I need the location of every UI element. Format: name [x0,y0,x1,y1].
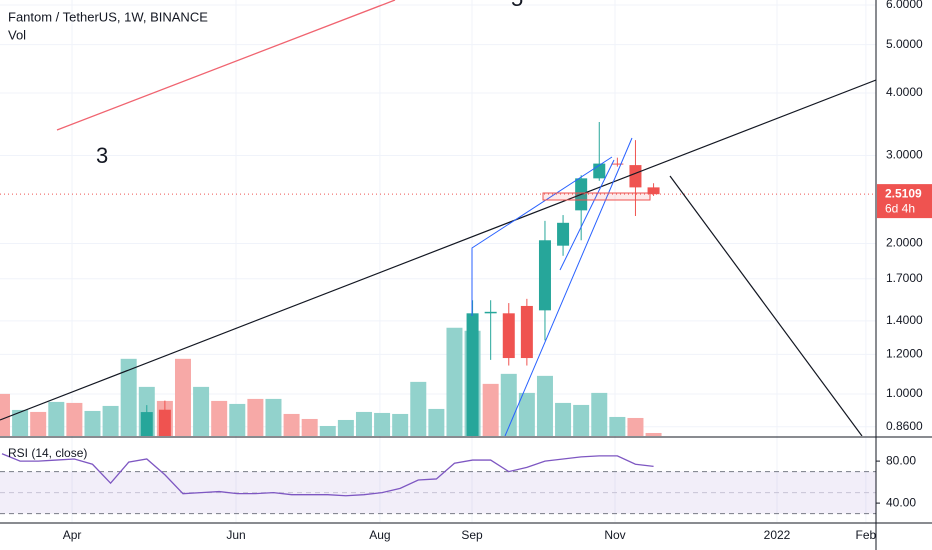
candle-body [502,313,515,359]
volume-bar [30,411,47,436]
volume-bar [645,432,662,436]
rsi-line [1,453,654,497]
volume-bar [555,402,572,436]
volume-bar [392,413,409,436]
x-tick-label: 2022 [764,528,791,542]
volume-bar [102,405,119,436]
rsi-pane [0,453,880,515]
volume-bar [627,417,644,436]
rsi-label: RSI (14, close) [8,446,87,460]
volume-bar [247,398,264,436]
y-tick-label: 1.7000 [886,271,923,285]
volume-bar [120,358,137,436]
x-tick-label: Nov [604,528,625,542]
subtitle: Vol [8,27,26,42]
y-tick-label: 3.0000 [886,148,923,162]
candle-body [538,240,551,311]
candle-body [629,165,642,188]
candle-body [466,313,479,436]
candle-body [158,409,171,436]
drawings [0,0,876,436]
trend-line [0,79,876,421]
volume-bar [536,375,553,436]
volume-bar [374,412,391,436]
volume-bar [355,411,372,436]
volume-bar [229,403,246,436]
volume-bar [174,358,191,436]
x-tick-label: Aug [369,528,390,542]
channel-line [559,159,615,271]
volume-bar [573,404,590,436]
volume-bar [609,416,626,436]
volume-bar [446,327,463,436]
main-pane [0,122,876,436]
x-tick-label: Jun [226,528,245,542]
last-price-label: 2.5109 [885,186,922,200]
x-tick-label: Apr [63,528,82,542]
rsi-tick-label: 40.00 [886,495,916,509]
volume-bar [428,408,445,436]
volume-bar [48,401,65,436]
candle-body [520,305,533,359]
candle-body [484,311,497,314]
y-tick-label: 2.0000 [886,236,923,250]
volume-bar [84,410,101,436]
grid [0,0,876,522]
rsi-tick-label: 80.00 [886,453,916,467]
y-tick-label: 4.0000 [886,85,923,99]
volume-bar [265,398,282,436]
volume-bar [66,402,83,436]
candle-body [557,222,570,246]
trend-line [56,0,396,131]
y-tick-label: 1.2000 [886,347,923,361]
wave-label: 5 [511,0,523,11]
volume-bar [337,419,354,436]
volume-bar [301,418,318,436]
trend-line [669,175,863,436]
candle-body [140,412,153,436]
volume-bar [500,373,517,436]
volume-bar [591,392,608,436]
y-tick-label: 6.0000 [886,0,923,11]
candle-body [647,187,660,195]
volume-bar [482,383,499,436]
x-tick-label: Sep [461,528,483,542]
x-tick-label: Feb [856,528,877,542]
zone-box [542,192,651,201]
y-tick-label: 1.4000 [886,313,923,327]
chart-title: Fantom / TetherUS, 1W, BINANCE [8,9,208,24]
countdown-label: 6d 4h [885,201,915,215]
volume-bar [410,381,427,436]
volume-bar [283,413,300,436]
volume-bar [319,425,336,436]
volume-bar [518,392,535,436]
volume-bar [193,386,210,436]
volume-bar [0,393,10,436]
y-tick-label: 1.0000 [886,386,923,400]
last-price-box [877,184,932,219]
channel-line [504,137,633,436]
y-tick-label: 5.0000 [886,37,923,51]
volume-bar [12,409,29,436]
volume-bar [211,400,228,436]
wave-label: 3 [96,143,108,168]
channel-line [471,156,613,316]
candle-body [611,163,624,165]
y-tick-label: 0.8600 [886,419,923,433]
